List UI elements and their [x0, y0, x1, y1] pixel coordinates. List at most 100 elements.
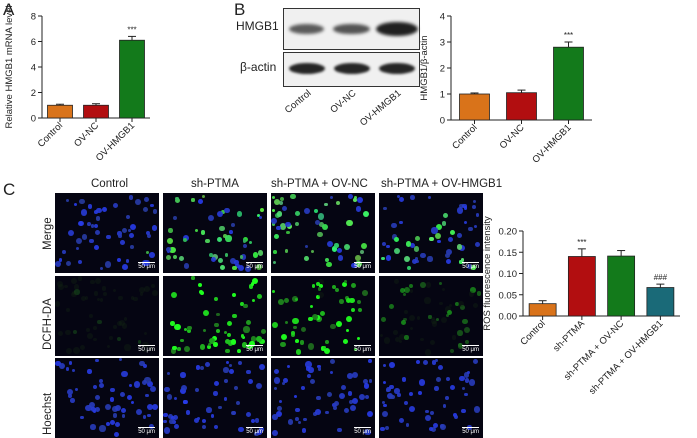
blot-band-actin	[288, 63, 325, 74]
cell-dot	[463, 206, 468, 210]
cell-dot	[460, 258, 465, 262]
cell-dot	[93, 245, 99, 251]
bar	[567, 256, 596, 317]
cell-dot	[403, 256, 410, 263]
micrograph-panel: 50 μm	[55, 276, 159, 356]
cell-dot	[338, 393, 345, 400]
cell-dot	[135, 408, 142, 415]
scale-bar-label: 50 μm	[246, 262, 263, 270]
cell-dot	[91, 407, 97, 413]
cell-dot	[347, 391, 353, 396]
cell-dot	[464, 326, 471, 334]
cell-dot	[473, 406, 481, 413]
cell-dot	[300, 326, 306, 332]
cell-dot	[254, 431, 259, 437]
cell-dot	[326, 392, 332, 397]
cell-dot	[211, 257, 217, 263]
cell-dot	[227, 333, 232, 338]
cell-dot	[113, 203, 119, 209]
cell-dot	[123, 317, 128, 321]
cell-dot	[330, 195, 334, 199]
cell-dot	[357, 307, 363, 313]
cell-dot	[344, 244, 351, 251]
cell-dot	[139, 360, 145, 366]
cell-dot	[129, 224, 136, 231]
cell-dot	[128, 233, 134, 239]
cell-dot	[386, 393, 393, 400]
cell-dot	[93, 384, 98, 389]
cell-dot	[202, 310, 209, 317]
cell-dot	[231, 339, 237, 345]
cell-dot	[449, 384, 456, 391]
cell-dot	[280, 341, 286, 348]
scale-bar-label: 50 μm	[246, 345, 263, 353]
blot-band-actin	[333, 63, 370, 74]
panel-letter-c: C	[3, 180, 16, 199]
cell-dot	[398, 334, 406, 341]
cell-dot	[248, 240, 253, 245]
cell-dot	[352, 198, 357, 202]
cell-dot	[213, 297, 218, 302]
cell-dot	[437, 239, 442, 244]
cell-dot	[416, 359, 421, 364]
cell-dot	[170, 348, 176, 354]
cell-dot	[233, 385, 238, 390]
cell-dot	[317, 291, 324, 298]
cell-dot	[66, 388, 74, 396]
cell-dot	[467, 263, 473, 270]
cell-dot	[424, 349, 432, 356]
significance-label: ***	[564, 31, 573, 40]
cell-dot	[201, 418, 206, 424]
cell-dot	[66, 348, 73, 354]
cell-dot	[445, 248, 452, 255]
cell-dot	[66, 307, 71, 312]
cell-dot	[149, 424, 155, 430]
cell-dot	[273, 377, 281, 384]
cell-dot	[326, 261, 332, 267]
cell-dot	[117, 336, 122, 341]
cell-dot	[182, 237, 187, 242]
cell-dot	[226, 321, 232, 327]
cell-dot	[272, 414, 278, 420]
scale-bar-label: 50 μm	[138, 427, 155, 435]
micrograph-panel: 50 μm	[379, 358, 483, 438]
cell-dot	[405, 241, 411, 247]
cell-dot	[87, 204, 92, 209]
cell-dot	[165, 255, 172, 261]
micro-col-title-ov-hmgb1: sh-PTMA + OV-HMGB1	[381, 178, 503, 190]
cell-dot	[362, 379, 368, 385]
cell-dot	[271, 196, 275, 200]
cell-dot	[248, 284, 254, 289]
cell-dot	[445, 313, 450, 318]
cell-dot	[183, 399, 188, 405]
cell-dot	[65, 329, 71, 336]
cell-dot	[394, 388, 400, 394]
cell-dot	[95, 358, 99, 362]
cell-dot	[240, 302, 244, 306]
cell-dot	[441, 316, 448, 323]
y-tick-label: 8	[31, 12, 36, 23]
cell-dot	[346, 219, 353, 227]
cell-dot	[242, 336, 246, 340]
cell-dot	[427, 256, 433, 262]
cell-dot	[436, 224, 443, 231]
micrograph-panel: 50 μm	[271, 358, 375, 438]
cell-dot	[473, 302, 478, 308]
cell-dot	[445, 376, 451, 381]
cell-dot	[436, 377, 441, 382]
cell-dot	[409, 284, 414, 289]
y-tick-label: 0.05	[499, 290, 518, 301]
cell-dot	[75, 237, 82, 244]
cell-dot	[239, 255, 244, 260]
cell-dot	[383, 337, 390, 344]
cell-dot	[403, 401, 409, 406]
cell-dot	[400, 287, 406, 293]
cell-dot	[315, 219, 321, 225]
cell-dot	[200, 229, 206, 235]
cell-dot	[380, 317, 386, 323]
cell-dot	[116, 257, 122, 262]
micro-col-title-ov-nc: sh-PTMA + OV-NC	[271, 178, 368, 190]
cell-dot	[133, 381, 141, 388]
cell-dot	[231, 410, 236, 415]
